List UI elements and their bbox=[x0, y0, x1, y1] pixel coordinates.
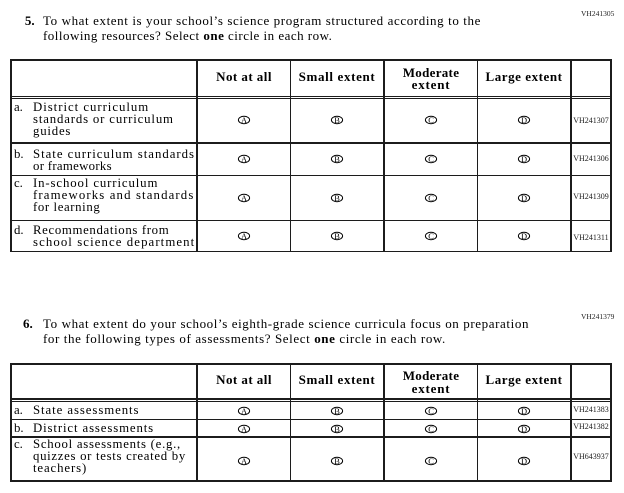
svg-text:D: D bbox=[521, 155, 527, 164]
svg-text:D: D bbox=[521, 232, 527, 241]
svg-text:C: C bbox=[428, 116, 434, 125]
svg-text:B: B bbox=[334, 232, 340, 241]
svg-text:C: C bbox=[428, 194, 434, 203]
svg-text:A: A bbox=[241, 194, 247, 203]
svg-text:D: D bbox=[521, 425, 527, 434]
svg-text:C: C bbox=[428, 407, 434, 416]
svg-text:B: B bbox=[334, 194, 340, 203]
svg-text:A: A bbox=[241, 407, 247, 416]
svg-text:C: C bbox=[428, 155, 434, 164]
svg-text:B: B bbox=[334, 457, 340, 466]
svg-text:D: D bbox=[521, 194, 527, 203]
svg-text:D: D bbox=[521, 457, 527, 466]
svg-text:B: B bbox=[334, 407, 340, 416]
svg-text:B: B bbox=[334, 425, 340, 434]
svg-text:D: D bbox=[521, 407, 527, 416]
svg-text:A: A bbox=[241, 425, 247, 434]
svg-text:D: D bbox=[521, 116, 527, 125]
svg-text:A: A bbox=[241, 155, 247, 164]
svg-text:A: A bbox=[241, 116, 247, 125]
svg-text:C: C bbox=[428, 457, 434, 466]
svg-text:A: A bbox=[241, 457, 247, 466]
svg-text:C: C bbox=[428, 425, 434, 434]
svg-text:C: C bbox=[428, 232, 434, 241]
svg-text:A: A bbox=[241, 232, 247, 241]
svg-text:B: B bbox=[334, 116, 340, 125]
svg-text:B: B bbox=[334, 155, 340, 164]
